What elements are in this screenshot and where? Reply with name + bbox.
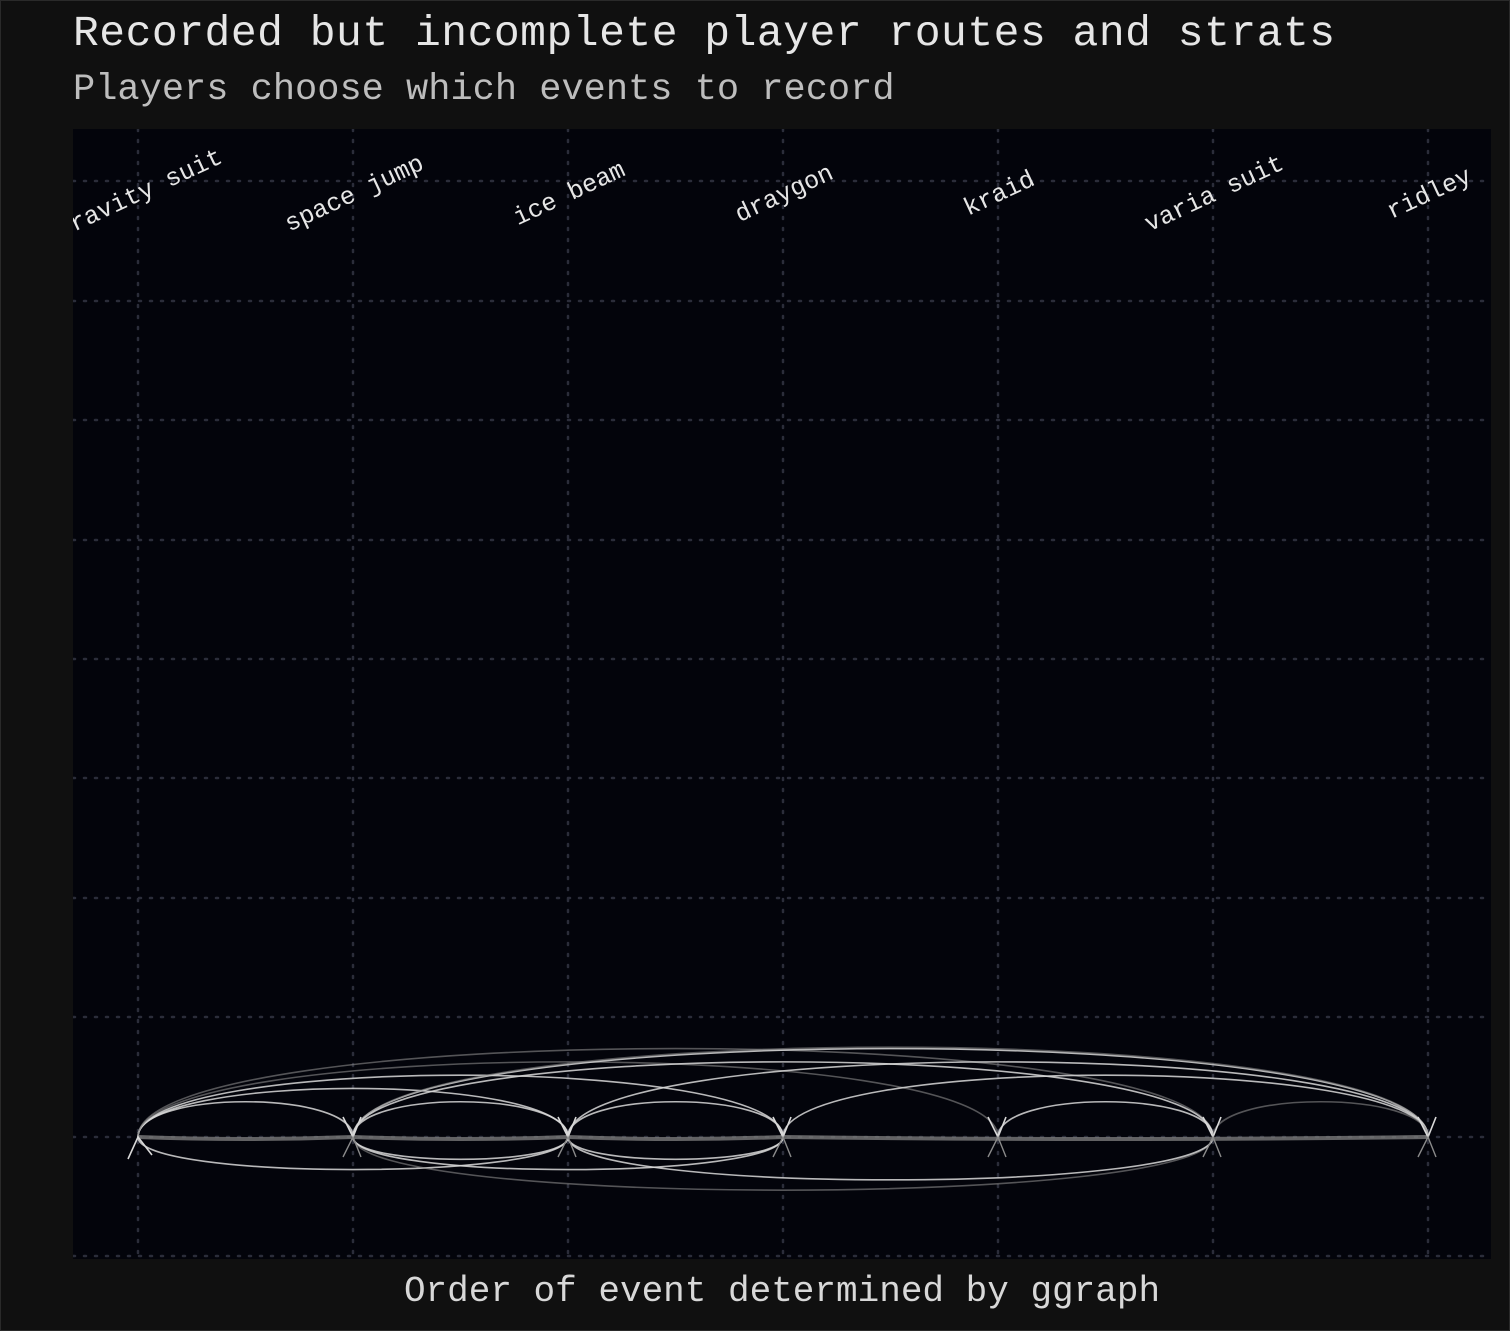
edge-12 [352, 1046, 1429, 1138]
edge-17 [567, 1135, 784, 1141]
panel-background [73, 129, 1491, 1259]
edge-15 [567, 1100, 784, 1138]
edge-7 [352, 1100, 569, 1138]
edge-1 [137, 1135, 354, 1141]
arrowhead-2 [557, 1116, 577, 1158]
grid-lines [73, 129, 1491, 1259]
edge-18 [567, 1061, 1429, 1138]
edge-9 [352, 1136, 569, 1160]
edge-5 [137, 1047, 1214, 1138]
chart-title: Recorded but incomplete player routes an… [73, 9, 1336, 58]
edge-22 [1212, 1100, 1429, 1138]
arc-edges [137, 1046, 1429, 1191]
edge-3 [137, 1074, 784, 1138]
edge-21 [997, 1100, 1214, 1138]
plot-panel: gravity suit space jump ice beam draygon kra… [73, 129, 1491, 1259]
edge-6 [137, 1136, 569, 1171]
edge-11 [352, 1047, 1429, 1138]
arrowheads [127, 1116, 1437, 1160]
edge-23 [782, 1135, 1429, 1141]
arrowhead-3 [772, 1116, 792, 1158]
edge-16 [567, 1136, 784, 1160]
edge-19 [567, 1136, 1214, 1181]
chart-subtitle: Players choose which events to record [73, 69, 895, 111]
arrowhead-5 [1202, 1116, 1222, 1158]
arrowhead-0 [127, 1135, 153, 1160]
arrowhead-1 [342, 1116, 362, 1158]
edge-14 [352, 1136, 1214, 1191]
edge-4 [137, 1061, 999, 1138]
edge-20 [782, 1074, 1429, 1138]
edge-10 [352, 1136, 784, 1171]
arrowhead-4 [987, 1116, 1007, 1158]
x-axis-label: Order of event determined by ggraph [403, 1271, 1161, 1312]
edge-13 [352, 1061, 1214, 1138]
edge-8 [352, 1135, 569, 1141]
arrowhead-6 [1417, 1116, 1437, 1158]
